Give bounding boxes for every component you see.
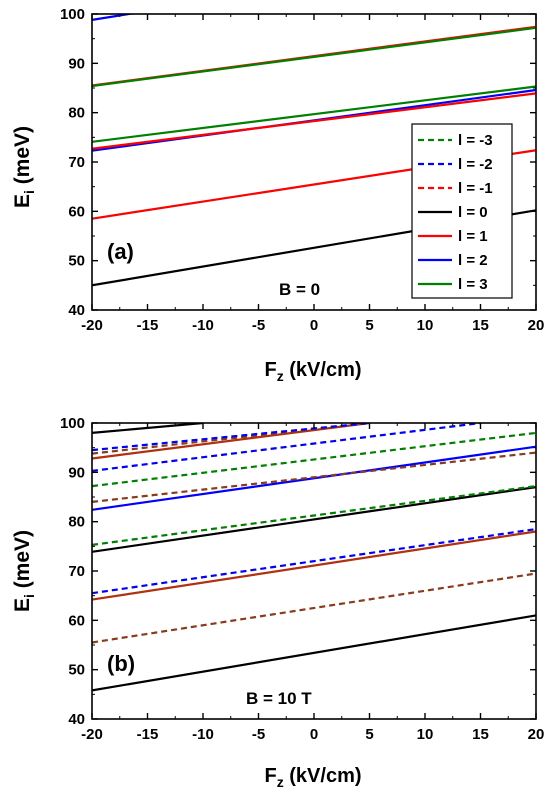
y-tick-label: 70 [68, 563, 85, 580]
panel-b-ylabel: Ei (meV) [11, 530, 37, 612]
series-line [92, 451, 536, 503]
series-line [92, 92, 536, 150]
x-tick-label: 20 [528, 726, 545, 743]
series-line [92, 485, 536, 546]
y-tick-label: 80 [68, 514, 85, 531]
x-tick-label: 10 [417, 317, 434, 334]
x-tick-label: -10 [192, 317, 214, 334]
x-tick-label: -10 [192, 726, 214, 743]
x-tick-label: 5 [365, 317, 373, 334]
x-tick-label: -5 [252, 726, 265, 743]
series-line [92, 614, 536, 692]
panel-a-xlabel: Fz (kV/cm) [264, 359, 361, 384]
panel-b-label: (b) [107, 651, 135, 676]
legend-label: l = 1 [458, 228, 488, 245]
y-tick-label: 40 [68, 711, 85, 728]
panel-b-frame [91, 422, 537, 720]
y-tick-label: 50 [68, 253, 85, 270]
x-tick-label: 15 [472, 317, 489, 334]
legend-label: l = -1 [458, 180, 493, 197]
panel-b-xlabel: Fz (kV/cm) [264, 765, 361, 790]
panel-a-plot-area [92, 14, 536, 287]
series-line [92, 423, 370, 452]
panel-b-plot-area [92, 423, 536, 692]
x-tick-label: 15 [472, 726, 489, 743]
y-tick-label: 40 [68, 302, 85, 319]
series-line [92, 486, 536, 553]
panel-a-axes: -20 -15 -10 -5 0 5 10 15 20 40 50 60 70 80 90 100 [60, 6, 544, 334]
legend-label: l = -2 [458, 156, 493, 173]
legend-label: l = -3 [458, 132, 493, 149]
y-tick-label: 60 [68, 612, 85, 629]
x-tick-label: -5 [252, 317, 265, 334]
y-tick-label: 70 [68, 154, 85, 171]
x-tick-label: -20 [81, 317, 103, 334]
x-tick-label: -15 [137, 726, 159, 743]
legend-label: l = 3 [458, 276, 488, 293]
panel-b: Ei (meV) Fz (kV/cm) -20 -15 -10 -5 0 5 10 15 20 4… [11, 415, 544, 790]
panel-a-ylabel: Ei (meV) [11, 126, 37, 208]
panel-a-label: (a) [107, 239, 134, 264]
y-tick-label: 50 [68, 662, 85, 679]
series-line [92, 26, 536, 88]
x-tick-label: 20 [528, 317, 545, 334]
series-line [92, 431, 536, 488]
panel-a-annotation: B = 0 [279, 280, 320, 299]
series-line [92, 530, 536, 601]
y-tick-label: 80 [68, 105, 85, 122]
x-tick-label: 0 [310, 726, 318, 743]
series-line [92, 572, 536, 644]
y-tick-label: 100 [60, 415, 85, 432]
series-line [92, 423, 481, 472]
legend-label: l = 2 [458, 252, 488, 269]
series-line [92, 528, 536, 595]
panel-b-axes: -20 -15 -10 -5 0 5 10 15 20 40 50 60 70 80 90 100 [60, 415, 544, 743]
panel-b-annotation: B = 10 T [246, 689, 312, 708]
y-tick-label: 90 [68, 55, 85, 72]
x-tick-label: 10 [417, 726, 434, 743]
x-tick-label: 5 [365, 726, 373, 743]
x-tick-label: 0 [310, 317, 318, 334]
panel-a: Ei (meV) Fz (kV/cm) -20 -15 -10 -5 0 5 10 15 20 4… [11, 6, 544, 384]
y-tick-label: 100 [60, 6, 85, 23]
x-tick-label: -15 [137, 317, 159, 334]
legend: l = -3 l = -2 l = -1 l = 0 l = 1 l = 2 l = 3 [411, 123, 513, 299]
legend-label: l = 0 [458, 204, 488, 221]
x-tick-label: -20 [81, 726, 103, 743]
y-tick-label: 60 [68, 203, 85, 220]
y-tick-label: 90 [68, 464, 85, 481]
series-line [92, 85, 536, 143]
